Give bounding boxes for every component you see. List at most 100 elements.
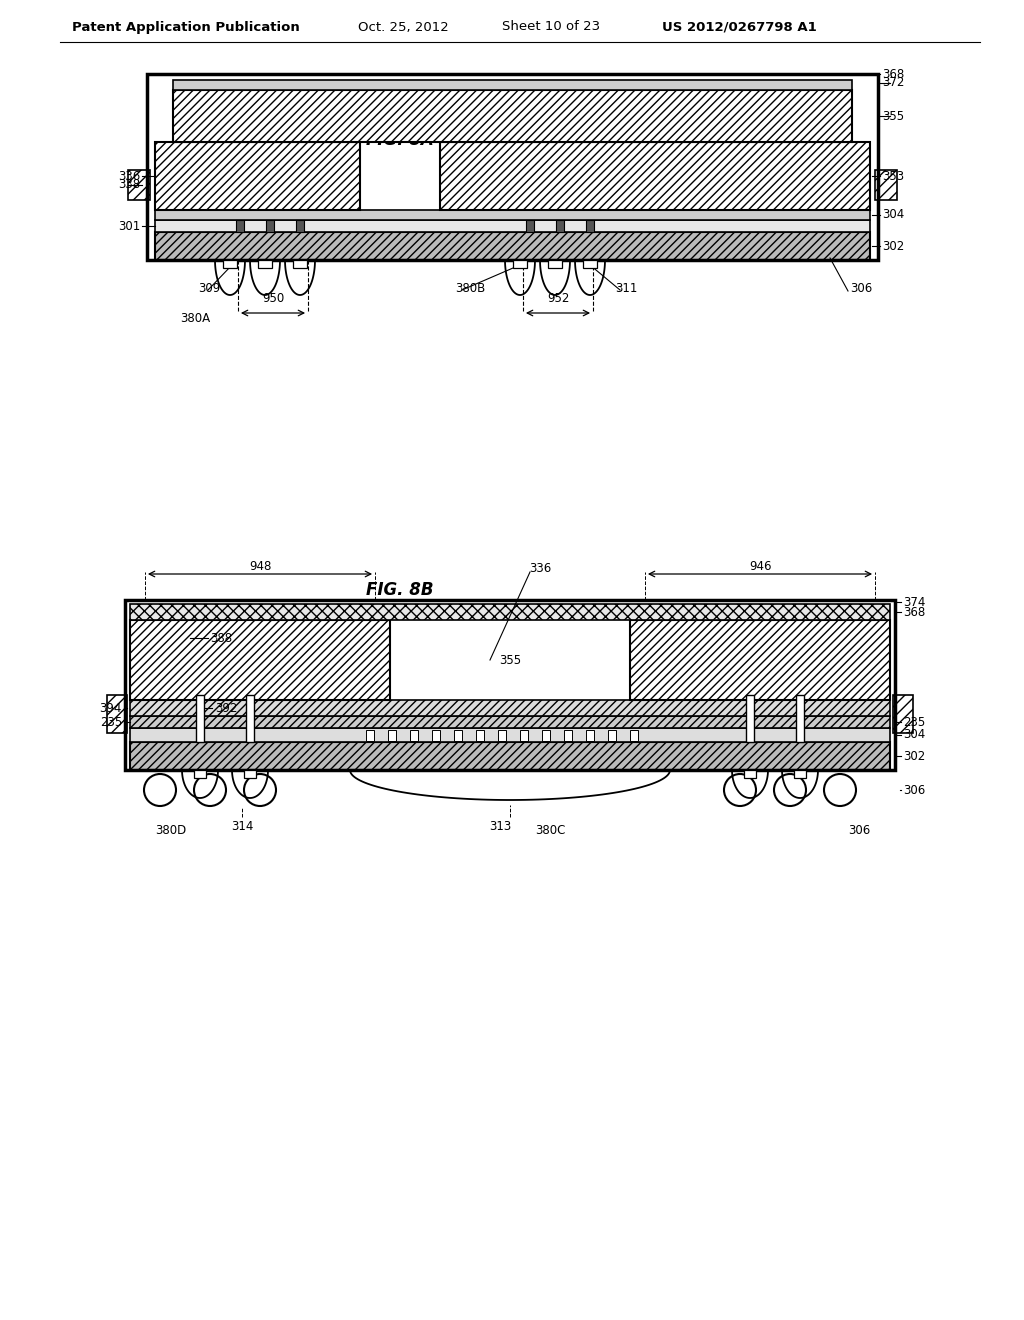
Bar xyxy=(130,729,890,742)
Text: Oct. 25, 2012: Oct. 25, 2012 xyxy=(358,21,449,33)
Bar xyxy=(196,696,204,742)
Text: 302: 302 xyxy=(882,239,904,252)
Text: 313: 313 xyxy=(488,820,511,833)
Text: 368: 368 xyxy=(903,606,926,619)
Text: US 2012/0267798 A1: US 2012/0267798 A1 xyxy=(662,21,817,33)
Text: 392: 392 xyxy=(215,701,238,714)
Text: Patent Application Publication: Patent Application Publication xyxy=(72,21,300,33)
Bar xyxy=(874,170,897,201)
Circle shape xyxy=(194,774,226,807)
Bar xyxy=(366,730,374,741)
Bar xyxy=(155,143,360,210)
Bar xyxy=(548,260,562,268)
Bar xyxy=(440,143,870,210)
Bar xyxy=(173,81,852,90)
Bar xyxy=(744,770,756,777)
Circle shape xyxy=(724,774,756,807)
Text: 374: 374 xyxy=(903,595,926,609)
Bar xyxy=(258,260,272,268)
Bar xyxy=(630,620,890,700)
Text: 388: 388 xyxy=(210,631,232,644)
Text: 235: 235 xyxy=(903,715,926,729)
Bar xyxy=(155,220,870,232)
Bar xyxy=(106,696,127,733)
Text: 306: 306 xyxy=(903,784,926,796)
Bar xyxy=(173,90,852,143)
Text: 952: 952 xyxy=(547,292,569,305)
Circle shape xyxy=(774,774,806,807)
Bar xyxy=(125,601,895,770)
Text: 950: 950 xyxy=(262,292,284,305)
Bar xyxy=(586,220,594,232)
Bar xyxy=(130,700,890,715)
Bar xyxy=(293,260,307,268)
Bar xyxy=(130,742,890,770)
Bar xyxy=(296,220,304,232)
Bar xyxy=(130,715,890,729)
Bar xyxy=(476,730,484,741)
Bar xyxy=(564,730,572,741)
Bar xyxy=(746,696,754,742)
Bar xyxy=(794,770,806,777)
Text: 338: 338 xyxy=(118,178,140,191)
Bar xyxy=(194,770,206,777)
Text: 946: 946 xyxy=(749,560,771,573)
Bar xyxy=(556,220,564,232)
Text: 301: 301 xyxy=(118,219,140,232)
Text: 336: 336 xyxy=(118,169,140,182)
Bar xyxy=(583,260,597,268)
Bar xyxy=(410,730,418,741)
Bar xyxy=(513,260,527,268)
Text: 380C: 380C xyxy=(535,825,565,837)
Text: 314: 314 xyxy=(230,820,253,833)
Text: 306: 306 xyxy=(848,825,870,837)
Bar xyxy=(155,232,870,260)
Text: FIG. 8B: FIG. 8B xyxy=(367,581,434,599)
Text: 302: 302 xyxy=(903,750,926,763)
Bar xyxy=(130,620,390,700)
Circle shape xyxy=(244,774,276,807)
Bar xyxy=(128,170,150,201)
Text: 304: 304 xyxy=(882,209,904,222)
Text: Sheet 10 of 23: Sheet 10 of 23 xyxy=(502,21,600,33)
Bar xyxy=(155,210,870,220)
Text: 311: 311 xyxy=(615,281,637,294)
Text: 380A: 380A xyxy=(180,312,210,325)
Bar xyxy=(454,730,462,741)
Text: 355: 355 xyxy=(882,110,904,123)
Bar xyxy=(236,220,244,232)
Bar xyxy=(432,730,440,741)
Bar xyxy=(526,220,534,232)
Bar xyxy=(608,730,616,741)
Bar xyxy=(266,220,274,232)
Text: 304: 304 xyxy=(903,729,926,742)
Bar xyxy=(542,730,550,741)
Bar xyxy=(388,730,396,741)
Text: 309: 309 xyxy=(198,281,220,294)
Text: 372: 372 xyxy=(882,77,904,90)
Text: 306: 306 xyxy=(850,281,872,294)
Text: 380B: 380B xyxy=(455,281,485,294)
Text: FIG. 8A: FIG. 8A xyxy=(367,131,434,149)
Text: 948: 948 xyxy=(249,560,271,573)
Bar xyxy=(893,696,913,733)
Circle shape xyxy=(824,774,856,807)
Text: 336: 336 xyxy=(528,562,551,576)
Bar xyxy=(520,730,528,741)
Text: 368: 368 xyxy=(882,67,904,81)
Text: 380D: 380D xyxy=(155,825,186,837)
Bar xyxy=(223,260,237,268)
Text: 235: 235 xyxy=(99,715,122,729)
Circle shape xyxy=(144,774,176,807)
Bar xyxy=(147,74,878,260)
Bar xyxy=(498,730,506,741)
Text: 355: 355 xyxy=(499,653,521,667)
Bar xyxy=(796,696,804,742)
Bar xyxy=(246,696,254,742)
Text: 353: 353 xyxy=(882,169,904,182)
Bar xyxy=(630,730,638,741)
Bar xyxy=(130,605,890,620)
Bar xyxy=(586,730,594,741)
Text: 394: 394 xyxy=(99,701,122,714)
Bar xyxy=(244,770,256,777)
